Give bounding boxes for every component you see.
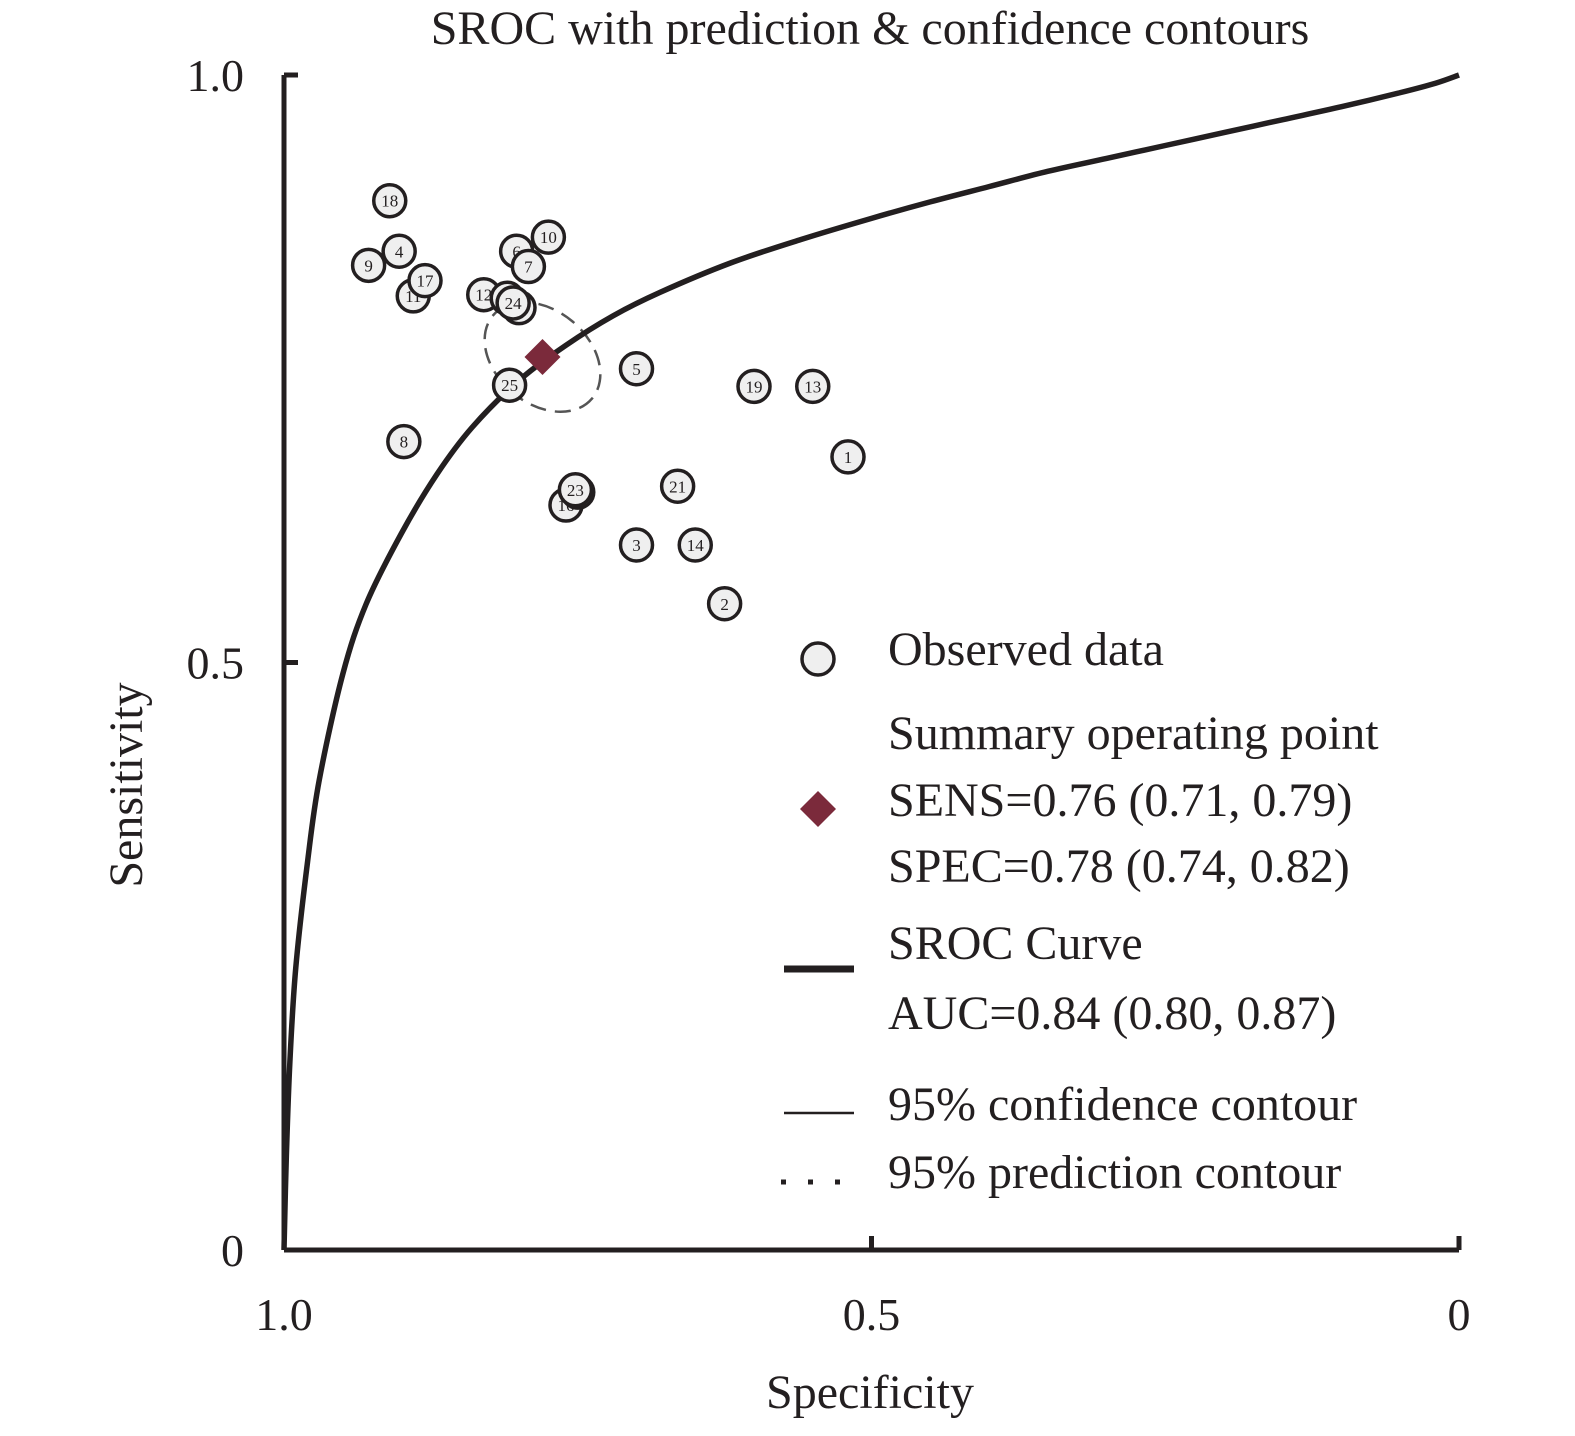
data-point-3: 3 <box>618 527 655 563</box>
data-point-19: 19 <box>736 368 772 405</box>
data-point-label-3: 3 <box>632 536 641 555</box>
data-point-2: 2 <box>706 586 743 622</box>
data-point-label-4: 4 <box>395 242 404 261</box>
data-point-label-25: 25 <box>501 376 518 395</box>
data-point-18: 18 <box>372 182 408 219</box>
summary-operating-point <box>524 339 561 375</box>
data-point-13: 13 <box>795 368 831 405</box>
legend-summary-sens: SENS=0.76 (0.71, 0.79) <box>888 774 1352 827</box>
data-point-label-13: 13 <box>804 377 821 396</box>
legend-prediction-label: 95% prediction contour <box>888 1146 1341 1199</box>
legend: Observed data Summary operating point SE… <box>781 623 1379 1199</box>
data-points: 1234567891011121314151617181920212223242… <box>350 182 866 622</box>
data-point-label-6: 6 <box>512 242 521 261</box>
data-point-marker-2 <box>706 586 743 622</box>
data-point-marker-1 <box>830 439 866 475</box>
y-tick-label-2: 1.0 <box>187 50 245 101</box>
legend-summary-spec: SPEC=0.78 (0.74, 0.82) <box>888 840 1350 893</box>
data-point-marker-8 <box>386 423 422 460</box>
x-tick-label-0: 1.0 <box>255 1289 313 1340</box>
data-point-marker-3 <box>618 527 655 563</box>
data-point-label-5: 5 <box>632 360 641 379</box>
data-point-label-21: 21 <box>669 477 686 496</box>
data-point-10: 10 <box>530 219 567 255</box>
y-axis-label: Sensitivity <box>100 682 153 887</box>
legend-summary-title: Summary operating point <box>888 707 1379 760</box>
data-point-marker-25 <box>491 367 528 403</box>
data-point-marker-4 <box>381 233 417 269</box>
data-point-marker-5 <box>618 351 655 387</box>
data-point-1: 1 <box>830 439 866 475</box>
data-point-label-7: 7 <box>524 258 533 277</box>
x-tick-label-1: 0.5 <box>843 1289 901 1340</box>
data-point-label-18: 18 <box>381 192 398 211</box>
x-tick-label-2: 0 <box>1448 1289 1471 1340</box>
data-point-label-2: 2 <box>720 595 729 614</box>
summary-layer <box>524 339 561 375</box>
data-point-5: 5 <box>618 351 655 387</box>
data-point-marker-14 <box>677 527 713 563</box>
data-point-9: 9 <box>350 247 387 284</box>
data-point-label-8: 8 <box>400 433 409 452</box>
data-point-marker-24 <box>495 285 531 321</box>
data-point-8: 8 <box>386 423 422 460</box>
legend-observed-label: Observed data <box>888 623 1164 676</box>
y-tick-label-0: 0 <box>221 1225 244 1276</box>
data-point-marker-13 <box>795 368 831 405</box>
legend-sroc-title: SROC Curve <box>888 917 1143 970</box>
legend-summary-marker <box>800 791 836 827</box>
legend-observed-marker <box>800 641 836 677</box>
data-point-marker-18 <box>372 182 408 219</box>
data-point-marker-9 <box>350 247 387 284</box>
y-tick-label-1: 0.5 <box>187 638 245 689</box>
data-point-label-19: 19 <box>746 377 763 396</box>
data-point-label-23: 23 <box>567 481 584 500</box>
axes: 0 0.5 1.0 1.0 0.5 0 <box>187 50 1471 1340</box>
data-point-marker-23 <box>557 472 594 508</box>
legend-confidence-label: 95% confidence contour <box>888 1078 1357 1131</box>
data-point-marker-17 <box>407 262 443 299</box>
data-point-marker-19 <box>736 368 772 405</box>
legend-sroc-auc: AUC=0.84 (0.80, 0.87) <box>888 987 1336 1040</box>
data-point-marker-7 <box>510 248 547 285</box>
sroc-curve <box>281 72 1460 1251</box>
data-point-label-1: 1 <box>844 448 853 467</box>
data-point-24: 24 <box>495 285 531 321</box>
data-point-label-17: 17 <box>417 272 435 291</box>
data-point-14: 14 <box>677 527 713 563</box>
data-point-marker-10 <box>530 219 567 255</box>
data-point-4: 4 <box>381 233 417 269</box>
data-point-marker-21 <box>659 468 696 504</box>
data-point-25: 25 <box>491 367 528 403</box>
data-point-7: 7 <box>510 248 547 285</box>
data-point-label-9: 9 <box>364 256 373 275</box>
data-point-label-12: 12 <box>475 286 492 305</box>
data-point-label-10: 10 <box>540 228 557 247</box>
data-point-label-14: 14 <box>687 536 705 555</box>
data-point-17: 17 <box>407 262 443 299</box>
data-point-23: 23 <box>557 472 594 508</box>
data-point-label-24: 24 <box>505 294 523 313</box>
data-point-21: 21 <box>659 468 696 504</box>
sroc-curve-line <box>281 72 1460 1251</box>
chart-title: SROC with prediction & confidence contou… <box>431 2 1310 55</box>
x-axis-label: Specificity <box>766 1366 974 1419</box>
